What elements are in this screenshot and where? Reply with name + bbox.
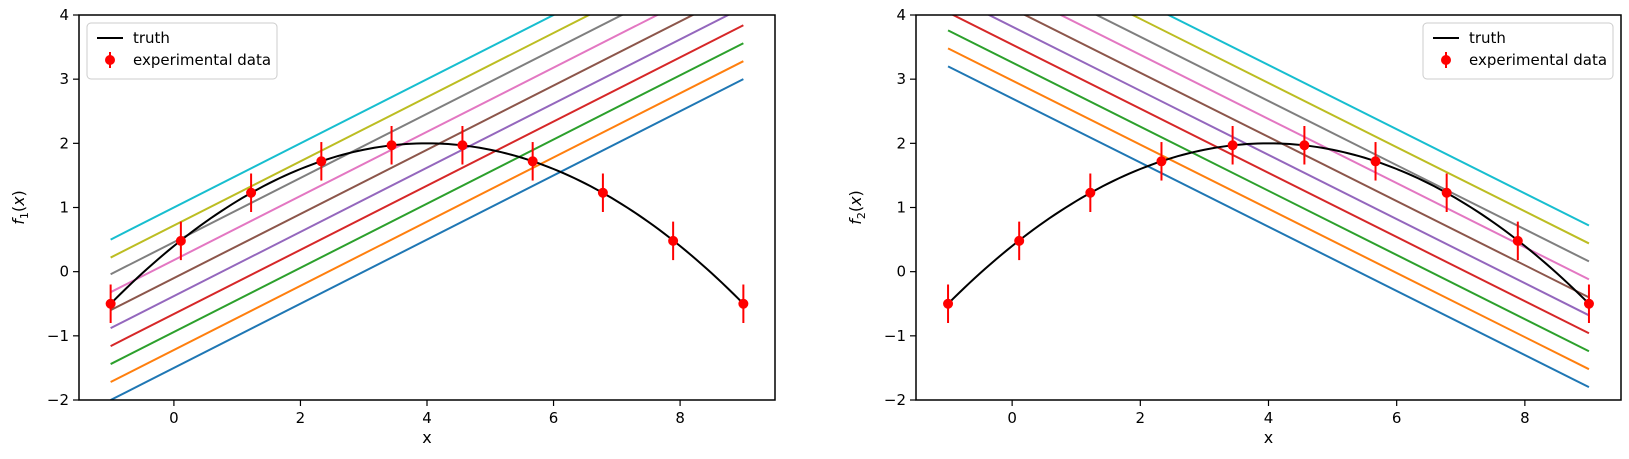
y-tick-label: 3 bbox=[59, 70, 69, 88]
y-tick-label: 0 bbox=[59, 263, 69, 281]
x-axis-label: x bbox=[1264, 428, 1273, 447]
x-tick-label: 2 bbox=[1136, 409, 1146, 427]
x-tick-label: 2 bbox=[296, 409, 306, 427]
data-point-6 bbox=[527, 156, 538, 167]
data-point-6 bbox=[1370, 156, 1381, 167]
legend-label: truth bbox=[1469, 29, 1506, 47]
fit-line-1 bbox=[110, 60, 744, 383]
x-axis-label: x bbox=[422, 428, 431, 447]
fit-line-9 bbox=[110, 15, 556, 241]
data-point-5 bbox=[457, 140, 468, 151]
data-point-3 bbox=[1156, 156, 1167, 167]
fit-line-9 bbox=[1166, 15, 1590, 227]
y-tick-label: 1 bbox=[896, 199, 906, 217]
fit-line-3 bbox=[110, 24, 744, 347]
data-point-4 bbox=[386, 140, 397, 151]
y-tick-label: −2 bbox=[47, 391, 69, 409]
fit-line-5 bbox=[1022, 15, 1590, 299]
fit-line-0 bbox=[947, 65, 1590, 389]
truth-curve bbox=[947, 142, 1590, 305]
y-tick-label: 4 bbox=[59, 6, 69, 24]
x-tick-label: 4 bbox=[1264, 409, 1274, 427]
fit-line-2 bbox=[110, 42, 744, 365]
legend-label: experimental data bbox=[1469, 51, 1607, 69]
data-point-1 bbox=[175, 235, 186, 246]
y-tick-label: 3 bbox=[896, 70, 906, 88]
data-point-2 bbox=[246, 187, 257, 198]
legend-swatch-marker bbox=[1441, 55, 1451, 65]
y-axis-label: f1(x) bbox=[9, 190, 31, 225]
y-tick-label: 2 bbox=[59, 134, 69, 152]
y-axis-label: f2(x) bbox=[846, 190, 868, 225]
legend-box bbox=[1422, 22, 1614, 80]
data-point-0 bbox=[943, 298, 954, 309]
data-point-7 bbox=[1441, 187, 1452, 198]
data-point-4 bbox=[1227, 140, 1238, 151]
fit-line-4 bbox=[986, 15, 1590, 317]
fit-line-1 bbox=[947, 47, 1590, 371]
fit-line-3 bbox=[950, 15, 1590, 335]
y-tick-label: 1 bbox=[59, 199, 69, 217]
fit-line-6 bbox=[1058, 15, 1590, 281]
fit-line-2 bbox=[947, 29, 1590, 353]
data-point-7 bbox=[597, 187, 608, 198]
y-tick-label: −2 bbox=[884, 391, 906, 409]
data-point-5 bbox=[1299, 140, 1310, 151]
fit-line-0 bbox=[110, 78, 744, 400]
x-tick-label: 0 bbox=[1007, 409, 1017, 427]
data-point-9 bbox=[738, 298, 749, 309]
data-point-1 bbox=[1014, 235, 1025, 246]
legend: truth experimental data bbox=[86, 22, 278, 80]
legend: truth experimental data bbox=[1422, 22, 1614, 80]
fit-line-6 bbox=[110, 15, 660, 294]
x-tick-label: 8 bbox=[675, 409, 685, 427]
x-tick-label: 6 bbox=[549, 409, 559, 427]
data-point-8 bbox=[668, 235, 679, 246]
legend-label: experimental data bbox=[133, 51, 271, 69]
data-point-2 bbox=[1085, 187, 1096, 198]
data-point-9 bbox=[1583, 298, 1594, 309]
y-tick-label: −1 bbox=[47, 327, 69, 345]
data-point-0 bbox=[105, 298, 116, 309]
y-tick-label: 4 bbox=[896, 6, 906, 24]
fit-line-4 bbox=[110, 15, 731, 330]
data-point-8 bbox=[1512, 235, 1523, 246]
y-tick-label: −1 bbox=[884, 327, 906, 345]
legend-swatch-marker bbox=[105, 55, 115, 65]
x-tick-label: 0 bbox=[169, 409, 179, 427]
legend-label: truth bbox=[133, 29, 170, 47]
fit-line-7 bbox=[1094, 15, 1590, 263]
x-tick-label: 8 bbox=[1520, 409, 1530, 427]
fit-line-8 bbox=[110, 15, 592, 259]
x-tick-label: 6 bbox=[1392, 409, 1402, 427]
plot-area bbox=[109, 15, 745, 400]
truth-curve bbox=[109, 142, 745, 305]
fit-line-8 bbox=[1130, 15, 1590, 245]
fit-line-5 bbox=[110, 15, 695, 312]
fit-line-7 bbox=[110, 15, 625, 276]
y-tick-label: 0 bbox=[896, 263, 906, 281]
x-tick-label: 4 bbox=[422, 409, 432, 427]
plot-area bbox=[947, 15, 1590, 389]
data-point-3 bbox=[316, 156, 327, 167]
y-tick-label: 2 bbox=[896, 134, 906, 152]
legend-box bbox=[86, 22, 278, 80]
